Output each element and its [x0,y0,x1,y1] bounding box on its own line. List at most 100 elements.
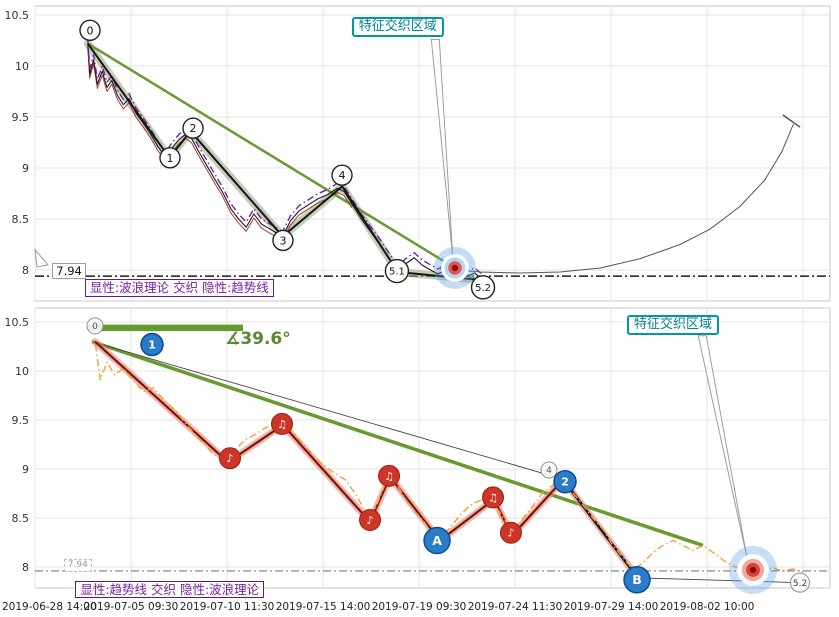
marker-label: 5.2 [475,283,491,294]
price-red-overlay [87,47,353,241]
marker-circle [384,258,410,284]
wave-point-marker[interactable]: 4 [331,164,353,186]
x-axis-label: 2019-07-19 09:30 [372,601,467,613]
marker-label: ♫ [384,470,394,483]
y-axis-tick-label: 9.5 [12,111,30,124]
marker-circle [331,164,353,186]
marker-label: ♫ [277,418,287,431]
marker-label: 1 [148,339,156,352]
wave-point-marker[interactable]: 0 [79,19,101,41]
marker-circle [272,229,294,252]
feature-zone-label-top: 特征交织区域 [351,17,444,38]
marker-circle [86,317,104,335]
wave-point-marker[interactable]: 0 [86,317,104,335]
marker-label: 0 [87,24,94,37]
level-pointer-flag [34,248,49,268]
marker-label: ♪ [367,514,374,527]
y-axis-tick-label: 10.5 [5,316,30,329]
trend-line [91,339,704,548]
y-axis-tick-label: 9.5 [12,414,30,427]
wave-point-marker[interactable]: ♫ [378,464,401,487]
marker-circle [218,447,241,470]
wave-point-marker[interactable]: ♪ [218,447,241,470]
y-axis-tick-label: 8.5 [12,512,30,525]
price-purple-overlay [87,38,484,276]
target-ring [451,264,459,272]
marker-circle [182,117,204,139]
y-axis-tick-label: 8 [22,264,29,277]
y-axis-tick-label: 10 [15,60,29,73]
marker-label: 0 [92,322,98,332]
target-zone-marker [728,545,777,594]
wave-point-marker[interactable]: 1 [159,147,181,169]
marker-circle [540,461,558,479]
price-level-tag-bottom: 7.94 [63,559,92,573]
x-axis-label: 2019-08-02 10:00 [660,601,755,613]
marker-label: 4 [546,466,552,476]
marker-circle [140,332,164,357]
callout-arrow [697,335,748,560]
wave-point-marker[interactable]: ♫ [271,412,294,435]
wave-point-marker[interactable]: 5.1 [384,258,410,284]
marker-label: 2 [561,476,569,489]
marker-label: 1 [166,152,173,165]
marker-circle [378,464,401,487]
marker-circle [553,469,577,494]
marker-circle [790,572,811,593]
callout-arrow [430,38,454,260]
wave-point-marker[interactable]: 4 [540,461,558,479]
x-axis-label: 2019-07-05 09:30 [84,601,179,613]
projection-arc-end-tick [782,114,801,128]
wave-point-marker[interactable]: 5.2 [790,572,811,593]
marker-circle [423,526,451,555]
zigzag-centerline [94,341,638,578]
marker-circle [499,521,522,544]
wave-point-marker[interactable]: 1 [140,332,164,357]
marker-label: ♪ [226,452,233,465]
y-axis-tick-label: 10 [15,365,29,378]
marker-label: 4 [339,169,346,182]
x-axis-label: 2019-07-29 14:00 [564,601,659,613]
marker-circle [482,486,505,509]
x-axis-label: 2019-07-15 14:00 [276,601,371,613]
marker-circle [359,508,382,531]
marker-label: ♫ [488,491,498,504]
marker-circle [623,565,651,594]
trend-line [87,42,484,287]
marker-circle [271,412,294,435]
y-axis-tick-label: 8 [22,561,29,574]
wave-point-marker[interactable]: A [423,526,451,555]
wave-point-marker[interactable]: ♪ [359,508,382,531]
marker-circle [159,147,181,169]
x-axis-label: 2019-06-28 14:00 [2,601,97,613]
target-zone-marker [434,246,476,289]
wave-point-marker[interactable]: B [623,565,651,594]
marker-label: 5.1 [389,267,405,278]
feature-zone-label-bottom: 特征交织区域 [627,315,720,336]
wave-point-marker[interactable]: 2 [553,469,577,494]
wave-point-marker[interactable]: 5.2 [470,275,496,300]
y-axis-tick-label: 9 [22,162,29,175]
y-axis-tick-label: 10.5 [5,9,30,22]
marker-circle [470,275,496,300]
wave-point-marker[interactable]: ♫ [482,486,505,509]
wave-point-marker[interactable]: ♪ [499,521,522,544]
x-axis-label: 2019-07-10 11:30 [180,601,275,613]
wave-point-marker[interactable]: 2 [182,117,204,139]
trend-angle-label: ∡39.6° [225,328,291,349]
marker-label: ♪ [507,527,514,540]
marker-label: B [632,572,642,587]
marker-label: 3 [279,234,286,247]
interpretation-legend-top: 显性:波浪理论 交织 隐性:趋势线 [84,279,274,297]
y-axis-tick-label: 9 [22,463,29,476]
x-axis-label: 2019-07-24 11:30 [468,601,563,613]
panel-explicit-trend-line: 10.5 10 9.5 9 8.5 8 0 1 ♪ ♫ ♪ ♫ A ♫ ♪ 42 B 5.2 [5,307,831,594]
y-axis-tick-label: 8.5 [12,213,30,226]
marker-label: 2 [190,122,197,135]
wave-point-marker[interactable]: 3 [272,229,294,252]
panel-explicit-wave-theory: 10.5 10 9.5 9 8.5 8 0 1 2 3 4 5.1 5.2 [5,5,831,302]
marker-label: 5.2 [793,579,807,589]
target-ring [749,566,757,574]
marker-label: A [432,533,442,548]
